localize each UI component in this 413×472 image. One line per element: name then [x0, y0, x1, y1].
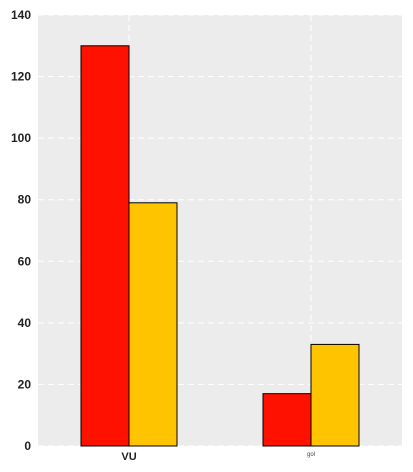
bars: [80, 45, 360, 447]
y-tick-label: 0: [24, 439, 31, 453]
y-tick-label: 40: [18, 316, 32, 330]
x-tick-label: VU: [121, 451, 136, 463]
y-tick-label: 80: [18, 193, 32, 207]
y-tick-label: 120: [11, 70, 31, 84]
y-tick-label: 100: [11, 131, 31, 145]
bar-vu-series-1: [80, 45, 130, 447]
bar-gol-series-1: [262, 393, 312, 447]
y-tick-label: 140: [11, 8, 31, 22]
bar-gol-series-2: [310, 343, 360, 447]
x-tick-label: gol: [307, 452, 315, 458]
y-tick-label: 20: [18, 377, 32, 391]
y-tick-label: 60: [18, 254, 32, 268]
x-axis-ticks: VU gol: [121, 451, 315, 463]
bar-vu-series-2: [128, 202, 178, 447]
y-axis-ticks: 0 20 40 60 80 100 120 140: [11, 8, 31, 453]
